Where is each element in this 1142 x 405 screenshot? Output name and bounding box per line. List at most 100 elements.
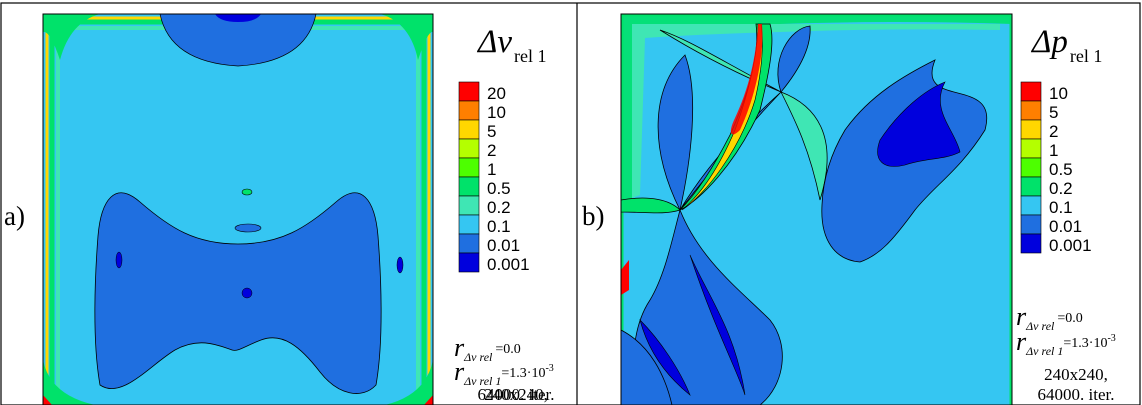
panel-a-r1-subscript: Δv rel [463,350,493,364]
legend-swatch [458,81,480,102]
panel-b-r2-value: =1.3·10 [1063,336,1107,351]
legend-label: 0.5 [1049,160,1073,179]
panel-b-r2-exponent: -3 [1107,333,1115,344]
panel-a-island-green [241,188,253,196]
legend-label: 0.001 [1049,236,1092,255]
panel-a-grid: 240x240, [484,385,548,404]
panel-b-title-subscript: rel 1 [1070,46,1102,66]
panel-a-corner-red-bl [43,395,52,405]
panel-a-title: Δv rel 1 [476,24,547,66]
panel-a-top-lobe [159,14,317,67]
panel-b-title-symbol: Δp [1030,24,1068,60]
panel-b-lobe-left [657,54,694,212]
panel-b-lobe-east-core [877,81,961,167]
panel-b-plot [621,14,1012,405]
legend-label: 2 [1049,122,1058,141]
legend-label: 1 [1049,141,1058,160]
panel-a-spot-center [241,287,253,299]
panel-a-r1: rΔv rel =0.0 [454,333,521,364]
panel-b-r1: rΔv rel =0.0 [1016,302,1083,333]
panel-a-title-symbol: Δv [476,24,512,60]
panel-a-r1-value: =0.0 [495,342,520,357]
panel-b: b) [582,13,1116,405]
panel-a-r2-subscript: Δv rel 1 [463,374,501,388]
legend-swatch [1020,214,1042,235]
panel-b-lobe-southwest-core [639,318,691,396]
legend-swatch [1020,81,1042,102]
legend-swatch [1020,233,1042,254]
legend-label: 0.01 [1049,217,1082,236]
legend-swatch [458,138,480,159]
panel-b-r2-subscript: Δv rel 1 [1025,344,1063,358]
panel-a-island-blue [234,223,262,233]
panel-b-edge-red [621,260,629,295]
legend-label: 1 [487,160,496,179]
panel-a-title-subscript: rel 1 [514,46,546,66]
panel-b-r2-symbol: r [1016,327,1027,356]
legend-swatch [458,157,480,178]
legend-swatch [458,195,480,216]
panel-a-corner-tr [380,14,433,60]
panel-a: a) [4,13,555,405]
legend-label: 10 [1049,84,1068,103]
legend-swatch [1020,138,1042,159]
legend-label: 0.1 [1049,198,1073,217]
panel-a-r2-exponent: -3 [545,363,553,374]
legend-swatch [1020,119,1042,140]
panel-a-plot [43,14,433,405]
panel-b-iterations: 64000. iter. [1038,385,1115,404]
legend-label: 5 [1049,103,1058,122]
legend-label: 0.001 [487,255,530,274]
panel-b-lobe-right-teal [780,91,828,201]
panel-a-plot-border [42,13,434,405]
legend-label: 0.1 [487,217,511,236]
panel-a-iterations: 64000. iter. [478,385,555,404]
panel-b-label: b) [582,201,605,231]
panel-b-grid: 240x240, [1044,365,1108,384]
panel-b-ridge-green [679,23,773,211]
legend-swatch [1020,157,1042,178]
panel-b-ridge-red [730,24,763,135]
legend-label: 0.2 [487,198,511,217]
panel-a-r1-symbol: r [454,333,465,362]
panel-b-annotations: rΔv rel =0.0 rΔv rel 1=1.3·10-3 240x240, … [1016,302,1116,404]
panel-a-spot-left [115,251,123,269]
panel-a-r2: rΔv rel 1=1.3·10-3 [454,357,554,388]
panel-b-lobe-south-core [689,254,746,396]
legend-swatch [458,252,480,273]
legend-label: 0.5 [487,179,511,198]
panel-a-spot-right [396,256,404,274]
panel-b-plot-border [620,13,1013,405]
legend-swatch [458,100,480,121]
legend-label: 10 [487,103,506,122]
legend-swatch [458,119,480,140]
panel-b-title: Δp rel 1 [1030,24,1102,66]
panel-a-main-band [94,192,382,394]
panel-a-corner-bl [43,360,95,405]
panel-b-lobe-top [777,25,811,93]
legend-swatch [1020,195,1042,216]
legend-swatch [1020,100,1042,121]
legend-swatch [458,214,480,235]
legend-label: 20 [487,84,506,103]
panel-a-corner-tl [43,14,100,60]
legend-swatch [1020,176,1042,197]
panel-a-r2-value: =1.3·10 [501,366,545,381]
legend-swatch [458,233,480,254]
legend-label: 5 [487,122,496,141]
legend-label: 2 [487,141,496,160]
panel-b-r1-value: =0.0 [1057,311,1082,326]
panel-b-r1-symbol: r [1016,302,1027,331]
panel-a-top-core [215,14,261,22]
panel-b-r1-subscript: Δv rel [1025,319,1055,333]
panel-a-label: a) [4,201,25,231]
panel-a-corner-red-br [424,395,433,405]
legend-swatch [458,176,480,197]
panel-a-corner-br [385,360,433,405]
